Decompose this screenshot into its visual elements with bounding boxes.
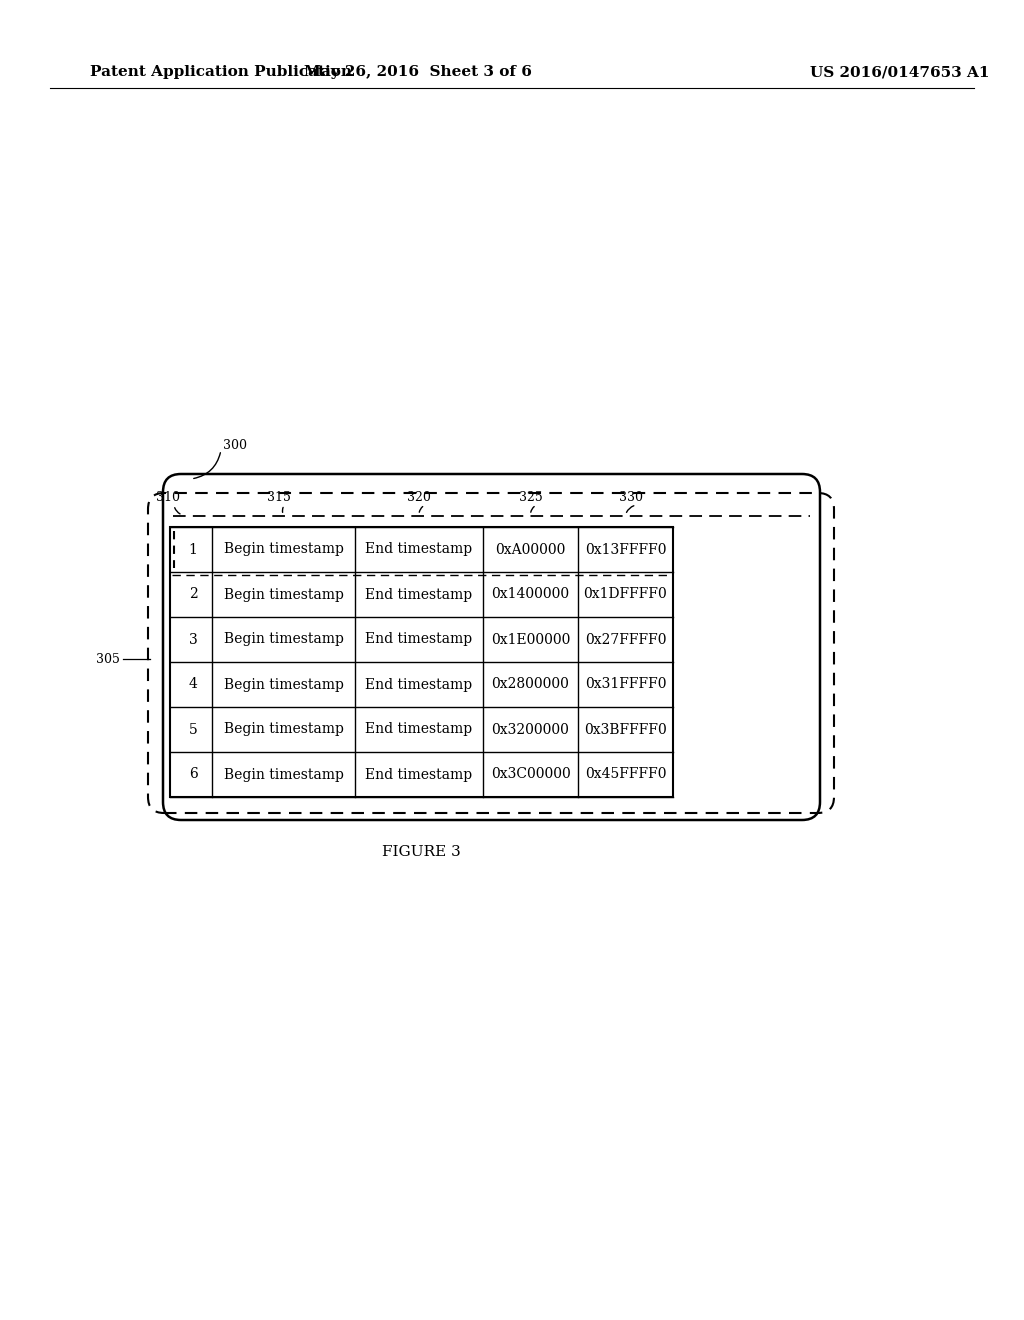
Text: End timestamp: End timestamp [366,632,472,647]
Text: 4: 4 [188,677,198,692]
Text: 300: 300 [223,440,247,451]
Text: May 26, 2016  Sheet 3 of 6: May 26, 2016 Sheet 3 of 6 [304,65,531,79]
Text: End timestamp: End timestamp [366,767,472,781]
Text: End timestamp: End timestamp [366,587,472,602]
Text: 0xA00000: 0xA00000 [496,543,565,557]
Text: Begin timestamp: Begin timestamp [223,587,343,602]
Text: Patent Application Publication: Patent Application Publication [90,65,352,79]
FancyBboxPatch shape [163,474,820,820]
Text: End timestamp: End timestamp [366,722,472,737]
Text: 0x13FFFF0: 0x13FFFF0 [585,543,667,557]
Text: 1: 1 [188,543,198,557]
Text: 0x31FFFF0: 0x31FFFF0 [585,677,667,692]
Text: 0x1400000: 0x1400000 [492,587,569,602]
Text: Begin timestamp: Begin timestamp [223,543,343,557]
Text: Begin timestamp: Begin timestamp [223,632,343,647]
Text: 0x3200000: 0x3200000 [492,722,569,737]
Text: 0x45FFFF0: 0x45FFFF0 [585,767,667,781]
Text: 0x1DFFFF0: 0x1DFFFF0 [584,587,668,602]
Text: FIGURE 3: FIGURE 3 [382,845,461,859]
Text: 0x2800000: 0x2800000 [492,677,569,692]
Text: 3: 3 [188,632,198,647]
Bar [170,527,673,797]
Text: 325: 325 [518,491,543,504]
Text: US 2016/0147653 A1: US 2016/0147653 A1 [810,65,990,79]
Text: 2: 2 [188,587,198,602]
Text: 0x3BFFFF0: 0x3BFFFF0 [584,722,667,737]
Text: 0x27FFFF0: 0x27FFFF0 [585,632,667,647]
Text: 0x1E00000: 0x1E00000 [490,632,570,647]
Text: 305: 305 [96,653,120,665]
Text: End timestamp: End timestamp [366,543,472,557]
Text: 6: 6 [188,767,198,781]
Text: Begin timestamp: Begin timestamp [223,767,343,781]
Text: 315: 315 [266,491,291,504]
Text: Begin timestamp: Begin timestamp [223,677,343,692]
Text: 5: 5 [188,722,198,737]
Text: 320: 320 [408,491,431,504]
Text: 0x3C00000: 0x3C00000 [490,767,570,781]
Text: 330: 330 [618,491,642,504]
Text: End timestamp: End timestamp [366,677,472,692]
Text: 310: 310 [156,491,180,504]
Text: Begin timestamp: Begin timestamp [223,722,343,737]
